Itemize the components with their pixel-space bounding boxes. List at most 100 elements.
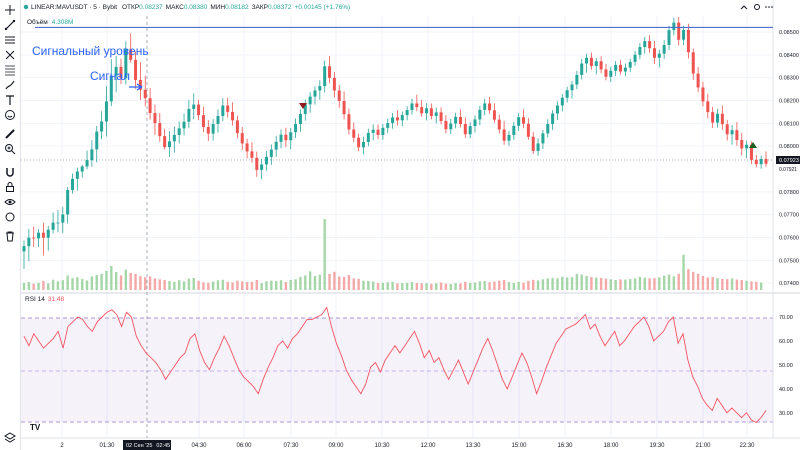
volume-bar (144, 277, 147, 290)
settings-icon[interactable] (754, 4, 760, 10)
volume-bar (182, 281, 186, 290)
candle (449, 118, 453, 135)
volume-bar (595, 277, 598, 290)
candle (381, 124, 385, 140)
text-icon[interactable] (4, 94, 16, 106)
candle (134, 51, 138, 89)
volume-bar (425, 283, 428, 290)
price-tick-label: 0.08100 (779, 121, 799, 127)
volume-bar (100, 273, 103, 290)
candle (70, 173, 74, 194)
volume-bar (134, 273, 137, 290)
candle (686, 23, 690, 59)
zoom-icon[interactable] (4, 143, 16, 155)
candle (153, 104, 157, 135)
price-axis[interactable]: 0.08500 0.08400 0.08300 0.08200 0.08100 0.080… (779, 30, 799, 287)
volume-bar (502, 280, 506, 290)
candle (522, 109, 526, 129)
emoji-icon[interactable] (4, 109, 16, 121)
candle (109, 59, 113, 106)
candle (623, 63, 627, 77)
volume-bar (517, 281, 520, 290)
candle (410, 98, 414, 115)
candle (648, 35, 652, 53)
candle (570, 80, 574, 99)
layers-icon[interactable] (4, 432, 16, 444)
eye-icon[interactable] (4, 196, 16, 208)
candle (158, 113, 162, 142)
sell-marker-icon (299, 103, 307, 109)
candle (27, 229, 31, 262)
window-controls (740, 4, 773, 10)
candle (264, 151, 268, 171)
trash-icon[interactable] (4, 230, 16, 242)
lock-icon[interactable] (4, 181, 16, 193)
chevron-up-icon[interactable] (740, 5, 748, 10)
volume-bar (468, 282, 472, 290)
volume-bar (241, 281, 244, 290)
volume-bar (449, 284, 452, 290)
candle (546, 119, 550, 138)
volume-bar (90, 276, 94, 290)
time-axis[interactable]: 2 01:30 04:30 06:00 07:30 09:00 10:30 12:00 13:3… (60, 443, 755, 449)
volume-bar (541, 279, 545, 290)
market-status-icon (23, 4, 29, 10)
symbol-title[interactable]: LINEAR:MAVUSDT · 5 · Bybit (31, 4, 117, 11)
candle (318, 80, 322, 100)
volume-legend: Объём 4.308M (27, 18, 73, 26)
volume-bar (473, 282, 477, 290)
volume-bar (47, 283, 50, 290)
magnet-icon[interactable] (4, 166, 16, 178)
volume-bar (488, 282, 491, 290)
volume-bar (85, 280, 89, 290)
tradingview-logo[interactable]: TV (30, 423, 41, 432)
volume-bar (381, 282, 385, 290)
ruler-icon[interactable] (4, 128, 16, 140)
candle (46, 225, 50, 251)
candle (740, 132, 744, 156)
candle (764, 151, 768, 167)
volume-bar (32, 283, 35, 290)
volume-bar (294, 279, 297, 290)
candle (478, 105, 482, 126)
time-tick-label: 09:00 (328, 443, 344, 449)
volume-bar (274, 281, 278, 290)
cursor-time-badge (123, 440, 171, 450)
horizontal-lines-icon[interactable] (4, 34, 16, 46)
volume-bar (498, 280, 501, 290)
candle (454, 112, 458, 129)
volume-bar (221, 279, 225, 290)
volume-bar (308, 271, 312, 290)
trend-line-icon[interactable] (4, 19, 16, 31)
rsi-tick-label: 60.00 (779, 339, 793, 345)
price-tick-label: 0.07600 (779, 235, 799, 241)
brush-icon[interactable] (4, 79, 16, 91)
rectangle-icon[interactable] (4, 211, 16, 223)
candle (444, 115, 448, 134)
last-price-label: 0.07923 (779, 158, 799, 164)
candle (468, 122, 472, 139)
volume-bar (735, 279, 739, 290)
candle (672, 17, 676, 36)
candle (221, 98, 225, 122)
volume-bar (430, 283, 433, 290)
candle (691, 48, 695, 80)
pitchfork-icon[interactable] (4, 49, 16, 61)
volume-bar (202, 282, 205, 290)
candle (231, 102, 235, 126)
candle (391, 112, 395, 129)
candle (580, 58, 584, 80)
price-tick-label: 0.08200 (779, 98, 799, 104)
candle (298, 109, 302, 132)
more-icon[interactable] (765, 6, 773, 8)
crosshair-icon[interactable] (4, 4, 16, 16)
candle (652, 41, 656, 65)
fib-icon[interactable] (4, 64, 16, 76)
rsi-axis[interactable]: 70.00 60.00 50.00 40.00 30.00 (779, 315, 793, 417)
volume-bar (342, 276, 346, 290)
volume-bar (231, 282, 234, 290)
candle (575, 70, 579, 90)
candle (182, 113, 186, 136)
